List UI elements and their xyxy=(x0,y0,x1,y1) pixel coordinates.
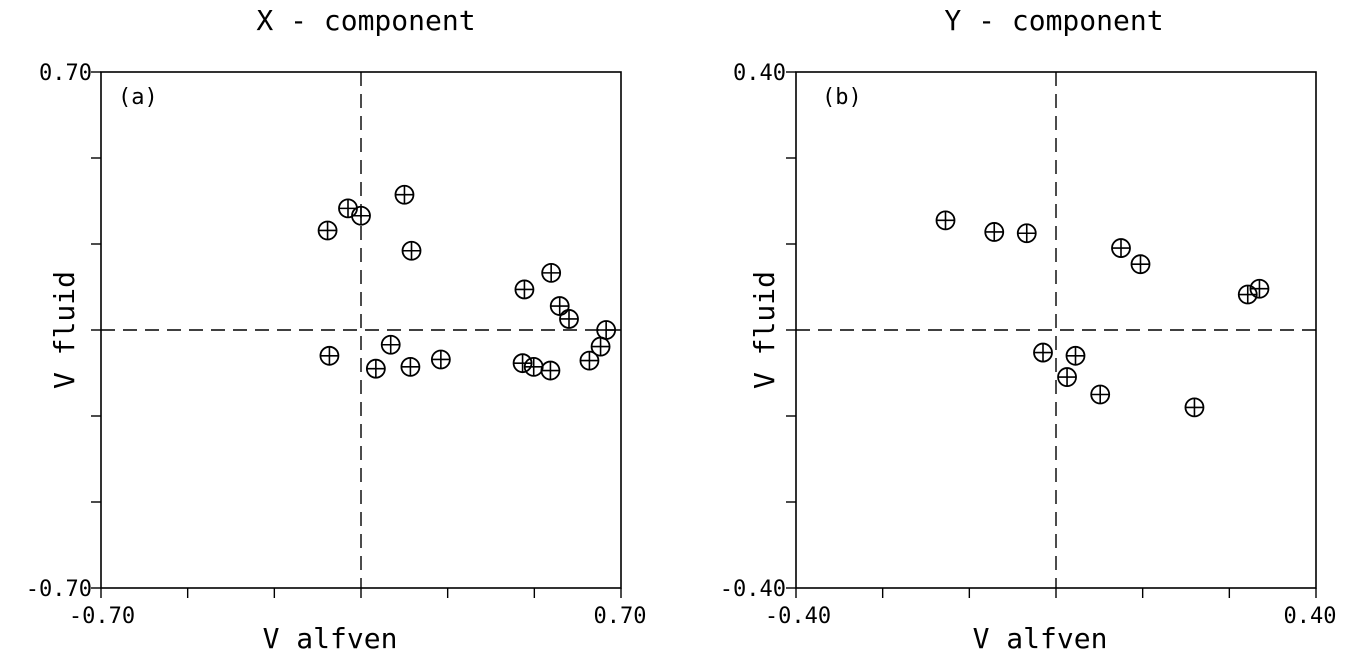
panel-b-data-point xyxy=(1111,238,1131,258)
panel-a-ytick-top: 0.70 xyxy=(39,61,92,86)
panel-a-title: X - component xyxy=(256,4,475,37)
panel-b-data-point xyxy=(1090,384,1111,405)
panel-b-data-point xyxy=(1249,278,1270,299)
panel-a-data-point xyxy=(338,198,358,219)
panel-a-data-point xyxy=(541,262,562,283)
panel-a-x-component: X - component V fluid V alfven (a) 0.70 … xyxy=(26,4,647,654)
panel-b-data-point xyxy=(984,222,1005,242)
panel-a-ylabel: V fluid xyxy=(48,271,81,389)
panel-b-data-point xyxy=(1184,397,1205,418)
panel-a-xtick-right: 0.70 xyxy=(594,604,647,629)
panel-b-ytick-top: 0.40 xyxy=(733,61,786,86)
panel-b-data-point xyxy=(1130,254,1151,275)
panel-a-data-point xyxy=(514,279,535,300)
panel-a-data-point xyxy=(319,345,340,366)
panel-a-xlabel: V alfven xyxy=(263,622,398,654)
panel-b-data-point xyxy=(935,210,956,231)
panel-a-data-point xyxy=(394,184,415,205)
panel-a-data-point xyxy=(559,309,579,329)
panel-b-ytick-bottom: -0.40 xyxy=(720,577,786,602)
panel-b-y-component: Y - component V fluid V alfven (b) 0.40 … xyxy=(720,4,1337,654)
panel-a-data-point xyxy=(317,220,338,241)
panel-b-data-point xyxy=(1016,223,1037,244)
panel-b-label: (b) xyxy=(822,85,862,110)
panel-a-xtick-left: -0.70 xyxy=(69,604,135,629)
panel-b-data-point xyxy=(1057,367,1077,387)
panel-a-data-point xyxy=(351,205,371,226)
panel-b-xtick-right: 0.40 xyxy=(1284,604,1337,629)
panel-a-data-point xyxy=(401,240,422,261)
panel-a-data-point xyxy=(400,356,421,377)
panel-b-xlabel: V alfven xyxy=(973,622,1108,654)
panel-a-data-point xyxy=(512,353,533,374)
panel-a-data-point xyxy=(365,358,386,379)
panel-a-data-point xyxy=(523,356,544,377)
panel-a-data-point xyxy=(380,334,401,355)
panel-a-ytick-bottom: -0.70 xyxy=(26,577,92,602)
panel-a-data-point xyxy=(540,360,561,381)
panel-b-data-point xyxy=(1065,345,1086,366)
panel-b-ylabel: V fluid xyxy=(748,271,781,389)
panel-b-title: Y - component xyxy=(944,4,1163,37)
panel-a-data-point xyxy=(596,320,617,340)
panel-a-data-point xyxy=(430,349,451,370)
panel-a-data-point xyxy=(549,296,570,316)
panel-a-label: (a) xyxy=(118,85,158,110)
panel-a-data-point xyxy=(579,350,600,371)
panel-b-xtick-left: -0.40 xyxy=(765,604,831,629)
panel-b-data-point xyxy=(1033,342,1053,363)
